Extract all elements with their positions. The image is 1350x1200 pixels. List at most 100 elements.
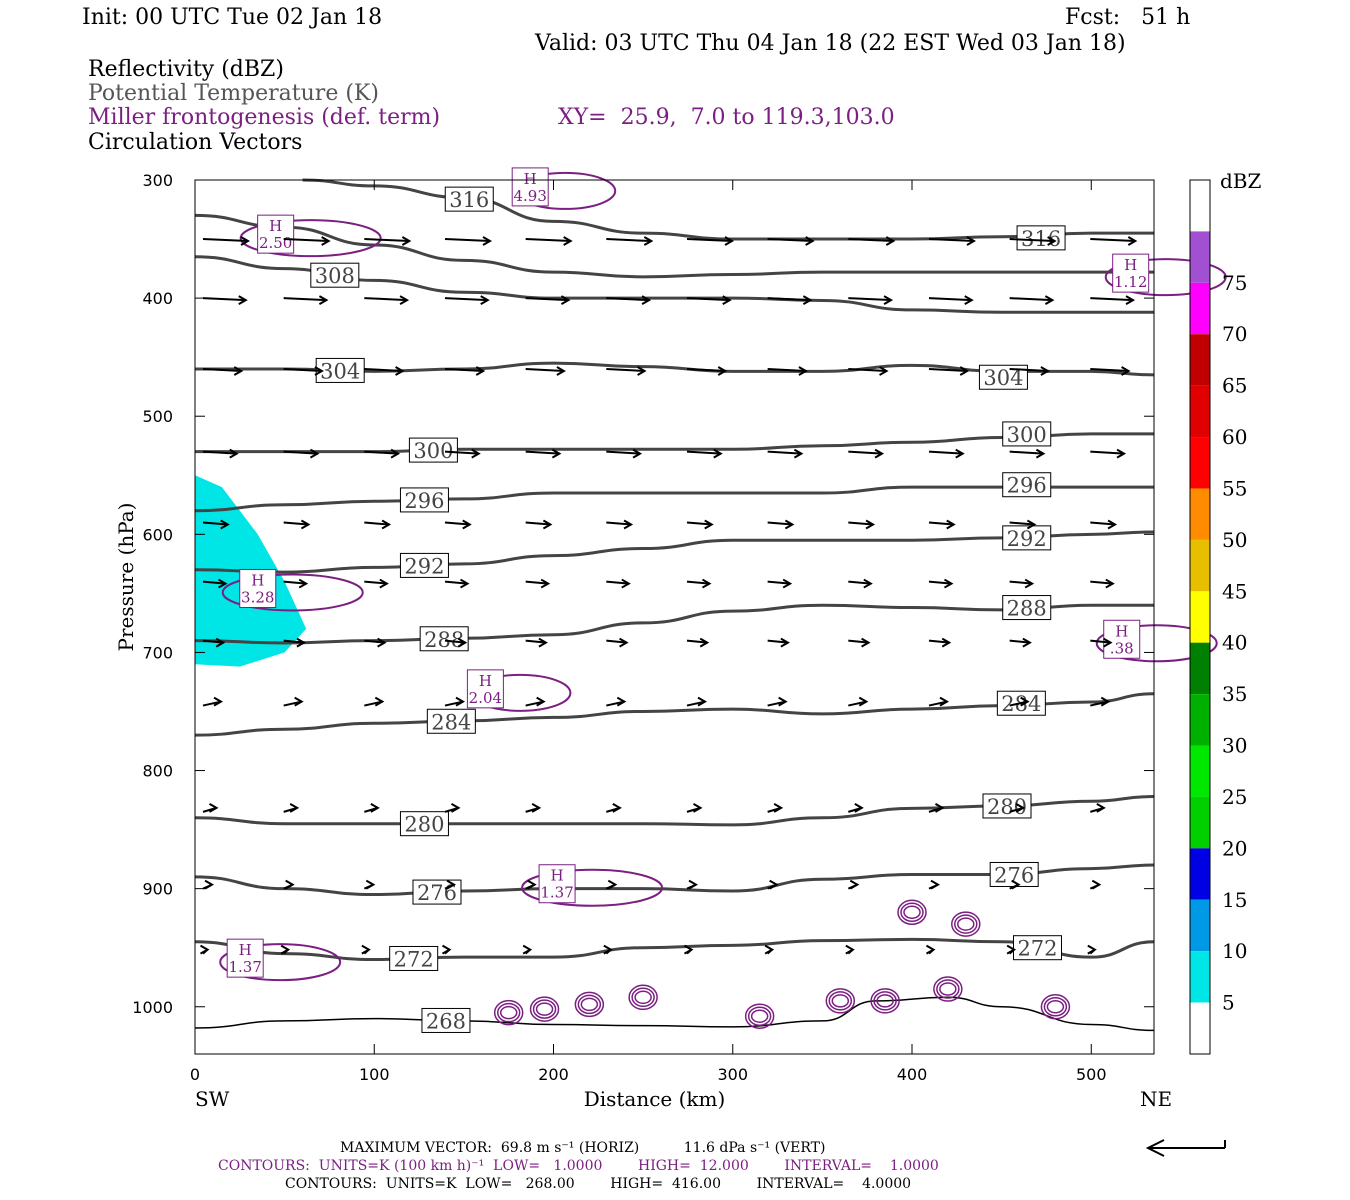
circulation-vector	[686, 297, 730, 302]
circulation-vector	[283, 521, 309, 526]
circulation-vector	[767, 450, 802, 455]
colorbar-segment	[1190, 1002, 1210, 1054]
theta-label-box	[1002, 595, 1052, 621]
circulation-vector	[1009, 521, 1035, 526]
colorbar-segment	[1190, 180, 1210, 232]
y-tick-label: 700	[142, 643, 173, 662]
theta-label: 304	[320, 359, 360, 383]
circulation-vector	[444, 297, 488, 302]
y-tick-label: 300	[142, 171, 173, 190]
theta-label: 280	[404, 813, 444, 837]
circulation-vector	[525, 450, 560, 455]
circulation-vector	[525, 639, 547, 644]
circulation-vector	[202, 521, 228, 526]
frontogenesis-contour	[529, 996, 560, 1022]
frontogenesis-max-box	[466, 669, 504, 709]
circulation-vector	[283, 639, 305, 644]
circulation-vector-head	[298, 578, 309, 589]
theta-label: 296	[404, 489, 444, 513]
circulation-vector-head	[1040, 366, 1050, 376]
frontogenesis-contour	[1095, 624, 1218, 663]
circulation-vector	[848, 521, 874, 526]
circulation-vector	[444, 639, 466, 644]
frontogenesis-contour	[521, 868, 664, 907]
theta-label: 276	[994, 863, 1034, 887]
theta-label-box	[421, 1007, 471, 1033]
circulation-vector	[525, 580, 549, 585]
circulation-vector-head	[802, 295, 813, 305]
circulation-vector	[202, 639, 224, 644]
circulation-vector-head	[1024, 578, 1035, 589]
circulation-vector	[606, 238, 652, 243]
colorbar-level-label: 60	[1222, 425, 1247, 449]
frontogenesis-max-label: H	[269, 217, 282, 235]
circulation-vector	[525, 238, 571, 243]
circulation-vector-head	[780, 637, 790, 648]
circulation-vector	[364, 238, 410, 243]
circulation-vector	[686, 580, 710, 585]
circulation-vector-head	[542, 519, 553, 530]
circulation-vector	[767, 367, 806, 372]
theta-label: 292	[1007, 527, 1047, 551]
circulation-vector	[928, 639, 950, 644]
x-tick-label: 500	[1076, 1065, 1107, 1084]
frontogenesis-max-box	[1112, 253, 1150, 293]
circulation-vector-head	[381, 519, 392, 530]
circulation-vector-head	[688, 879, 698, 890]
circulation-vector	[848, 367, 887, 372]
colorbar-level-label: 70	[1222, 322, 1247, 346]
colorbar-level-label: 30	[1222, 734, 1247, 758]
reference-vector-arrow	[1145, 1139, 1226, 1157]
frontogenesis-max-box	[257, 214, 295, 254]
frontogenesis-max-value: 2.04	[469, 689, 502, 707]
circulation-vector-head	[798, 366, 808, 376]
circulation-vector-head	[377, 637, 387, 648]
colorbar-level-label: 55	[1222, 476, 1247, 500]
colorbar-level-label: 75	[1222, 271, 1247, 295]
circulation-vector	[767, 639, 788, 644]
circulation-vector-head	[215, 637, 226, 648]
circulation-vector	[202, 580, 226, 585]
circulation-vector	[283, 367, 322, 372]
x-tick-label: 100	[359, 1065, 390, 1084]
theta-label: 272	[394, 947, 434, 971]
circulation-vector-head	[1022, 637, 1032, 648]
frontogenesis-contour	[870, 988, 900, 1014]
circulation-vector-head	[1103, 637, 1113, 648]
circulation-vector-head	[764, 944, 775, 955]
circulation-vector-head	[527, 879, 537, 890]
frontogenesis-contour	[825, 988, 856, 1014]
theta-contour-288	[194, 603, 1154, 645]
colorbar-level-label: 45	[1222, 579, 1247, 603]
circulation-vector	[444, 580, 468, 585]
circulation-vector-head	[551, 448, 562, 459]
circulation-vector-head	[462, 519, 472, 530]
circulation-vector-head	[522, 944, 533, 955]
frontogenesis-contour	[239, 219, 382, 258]
x-tick-label: 400	[897, 1065, 928, 1084]
circulation-vector-head	[309, 448, 320, 459]
circulation-vector-head	[374, 696, 385, 707]
circulation-vector-head	[1047, 236, 1057, 246]
frontogenesis-contour	[577, 994, 602, 1015]
circulation-vector	[364, 639, 385, 644]
circulation-vector-head	[683, 944, 694, 955]
max-vector-note: MAXIMUM VECTOR: 69.8 m s⁻¹ (HORIZ) 11.6 …	[340, 1140, 826, 1156]
frontogenesis-max-value: .38	[1110, 639, 1134, 657]
circulation-vector	[444, 238, 491, 243]
colorbar-level-label: 5	[1222, 991, 1235, 1015]
circulation-vector	[1090, 521, 1116, 526]
frontogenesis-contour	[496, 1002, 521, 1023]
circulation-vector-head	[941, 637, 952, 648]
frontogenesis-contour	[499, 1005, 518, 1020]
theta-contours-note: CONTOURS: UNITS=K LOW= 268.00 HIGH= 416.…	[285, 1176, 912, 1192]
circulation-vector-head	[318, 295, 329, 305]
frontogenesis-contour	[933, 976, 963, 1002]
frontogenesis-max-label: H	[251, 571, 264, 589]
frontogenesis-contour	[951, 911, 981, 937]
circulation-vector-head	[560, 295, 571, 305]
circulation-vector-head	[482, 236, 493, 246]
circulation-vector	[1009, 297, 1053, 302]
colorbar-segment	[1190, 385, 1210, 438]
theta-label-box	[399, 487, 449, 513]
